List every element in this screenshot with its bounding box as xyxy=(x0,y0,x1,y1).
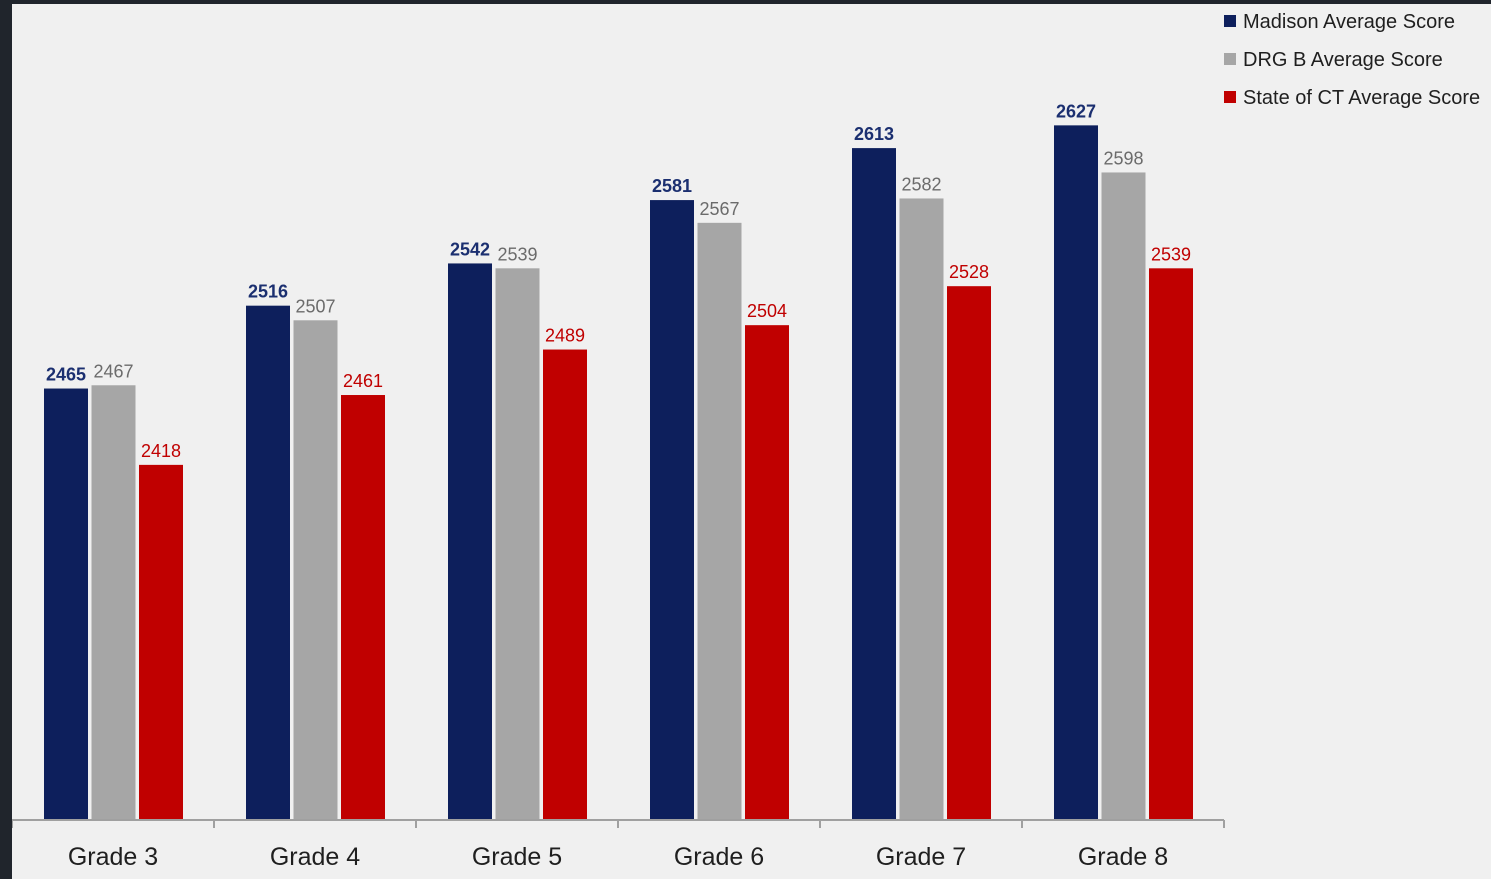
bar-state-of-ct-average-score-grade-8 xyxy=(1149,268,1193,819)
data-label-state-of-ct-average-score-grade-3: 2418 xyxy=(141,441,181,461)
bar-madison-average-score-grade-4 xyxy=(246,305,290,820)
x-axis: Grade 3 Grade 4 Grade 5 Grade 6 Grade 7 Grade… xyxy=(12,819,1225,871)
data-label-state-of-ct-average-score-grade-4: 2461 xyxy=(343,371,383,391)
data-label-drg-b-average-score-grade-6: 2567 xyxy=(699,199,739,219)
bar-state-of-ct-average-score-grade-6 xyxy=(745,325,789,819)
data-label-madison-average-score-grade-8: 2627 xyxy=(1056,101,1096,121)
data-label-madison-average-score-grade-6: 2581 xyxy=(652,176,692,196)
bar-drg-b-average-score-grade-6 xyxy=(697,222,742,820)
bar-state-of-ct-average-score-grade-4 xyxy=(341,395,385,819)
data-label-drg-b-average-score-grade-7: 2582 xyxy=(901,174,941,194)
data-label-drg-b-average-score-grade-8: 2598 xyxy=(1103,148,1143,168)
data-label-madison-average-score-grade-5: 2542 xyxy=(450,239,490,259)
data-label-drg-b-average-score-grade-3: 2467 xyxy=(93,361,133,381)
legend-swatch-drg-b-average-score xyxy=(1224,53,1236,65)
bar-drg-b-average-score-grade-3 xyxy=(91,385,136,819)
bar-madison-average-score-grade-7 xyxy=(852,148,896,820)
bar-madison-average-score-grade-6 xyxy=(650,200,694,819)
bar-state-of-ct-average-score-grade-7 xyxy=(947,286,991,819)
bar-madison-average-score-grade-5 xyxy=(448,263,492,819)
data-label-state-of-ct-average-score-grade-6: 2504 xyxy=(747,301,787,321)
grouped-bar-chart: 2465 2467 2418 2516 2507 2461 2542 2539 2489 2581… xyxy=(12,11,1480,871)
data-label-drg-b-average-score-grade-5: 2539 xyxy=(497,244,537,264)
bar-drg-b-average-score-grade-4 xyxy=(293,320,338,819)
data-label-drg-b-average-score-grade-4: 2507 xyxy=(295,296,335,316)
data-label-madison-average-score-grade-3: 2465 xyxy=(46,365,86,385)
x-tick-label-grade-5: Grade 5 xyxy=(472,843,562,871)
bars-layer xyxy=(44,125,1193,820)
legend: Madison Average Score DRG B Average Score… xyxy=(1224,11,1480,109)
x-tick-label-grade-8: Grade 8 xyxy=(1078,843,1168,871)
data-label-state-of-ct-average-score-grade-5: 2489 xyxy=(545,326,585,346)
bar-drg-b-average-score-grade-5 xyxy=(495,268,540,819)
x-tick-label-grade-4: Grade 4 xyxy=(270,843,360,871)
bar-madison-average-score-grade-8 xyxy=(1054,125,1098,819)
bar-drg-b-average-score-grade-7 xyxy=(899,198,944,819)
bar-state-of-ct-average-score-grade-3 xyxy=(139,464,183,819)
data-label-state-of-ct-average-score-grade-8: 2539 xyxy=(1151,244,1191,264)
data-label-madison-average-score-grade-4: 2516 xyxy=(248,282,288,302)
x-tick-label-grade-3: Grade 3 xyxy=(68,843,158,871)
legend-swatch-state-of-ct-average-score xyxy=(1224,91,1236,103)
legend-label-state-of-ct-average-score: State of CT Average Score xyxy=(1243,87,1480,109)
bar-drg-b-average-score-grade-8 xyxy=(1101,172,1146,819)
legend-label-drg-b-average-score: DRG B Average Score xyxy=(1243,49,1443,71)
legend-label-madison-average-score: Madison Average Score xyxy=(1243,11,1455,33)
x-tick-label-grade-7: Grade 7 xyxy=(876,843,966,871)
data-label-state-of-ct-average-score-grade-7: 2528 xyxy=(949,262,989,282)
bar-madison-average-score-grade-3 xyxy=(44,388,88,819)
chart-panel: 2465 2467 2418 2516 2507 2461 2542 2539 2489 2581… xyxy=(12,4,1491,879)
x-tick-label-grade-6: Grade 6 xyxy=(674,843,764,871)
data-labels-layer: 2465 2467 2418 2516 2507 2461 2542 2539 2489 2581… xyxy=(46,101,1191,461)
data-label-madison-average-score-grade-7: 2613 xyxy=(854,124,894,144)
bar-state-of-ct-average-score-grade-5 xyxy=(543,349,587,819)
legend-swatch-madison-average-score xyxy=(1224,15,1236,27)
